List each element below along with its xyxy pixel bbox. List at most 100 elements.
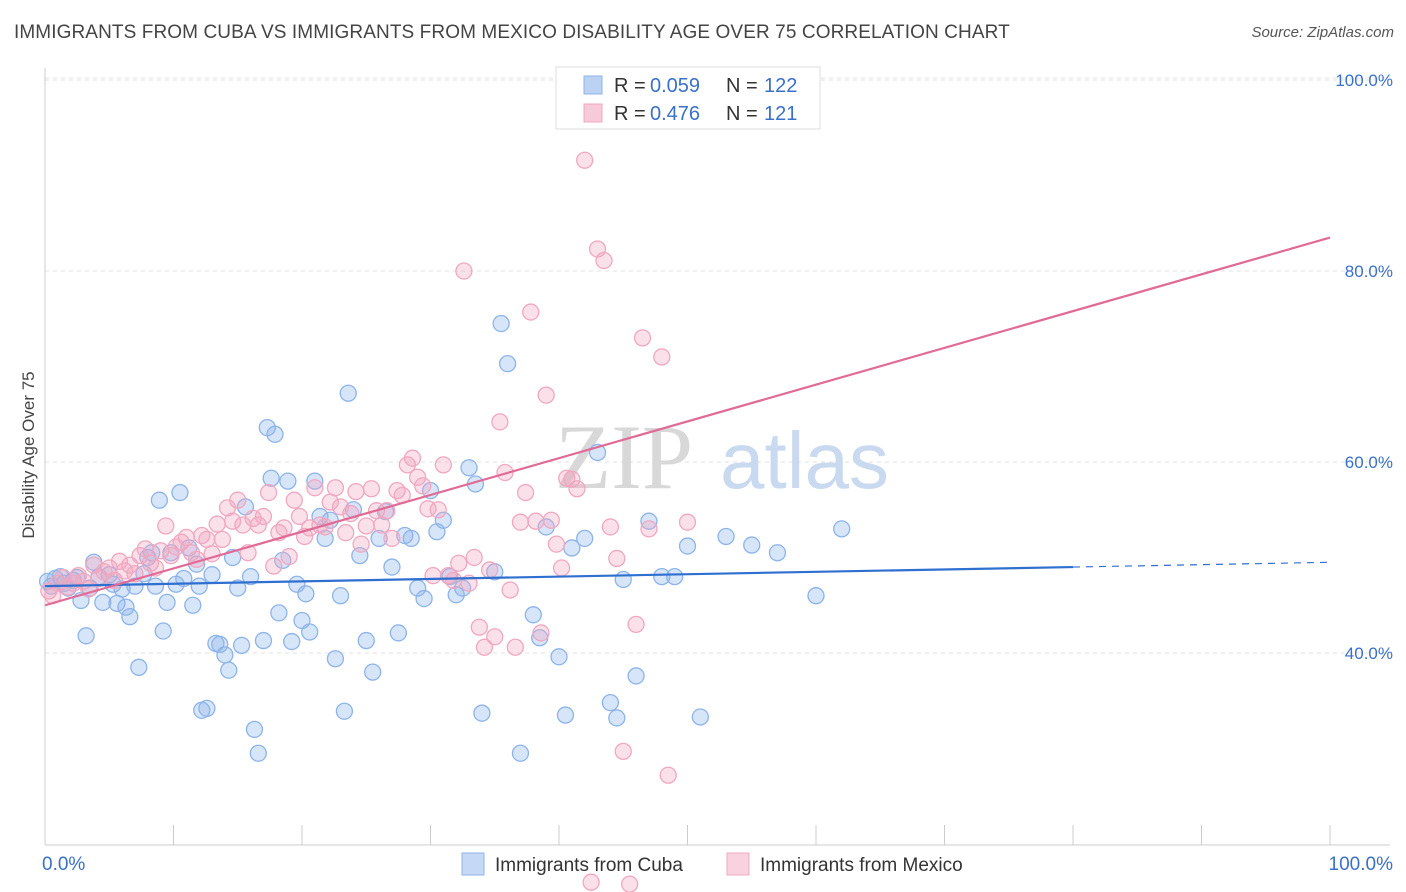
- cuba-point: [241, 567, 260, 586]
- cuba-point: [743, 536, 761, 554]
- cuba-point: [364, 663, 382, 681]
- mexico-point: [290, 507, 309, 526]
- mexico-point: [424, 566, 442, 585]
- cuba-trend-extension: [1072, 561, 1331, 568]
- watermark: ZIP atlas: [555, 406, 889, 508]
- cuba-point: [198, 699, 216, 718]
- cuba-point: [447, 586, 465, 604]
- mexico-point: [595, 251, 613, 270]
- cuba-point: [498, 354, 517, 373]
- cuba-point: [434, 511, 453, 529]
- cuba-point: [262, 469, 280, 487]
- mexico-point: [337, 524, 355, 542]
- mexico-point: [614, 742, 632, 761]
- mexico-point: [352, 535, 370, 553]
- cuba-point: [691, 708, 709, 726]
- axes: [44, 68, 1390, 846]
- legend-n-label: N =: [726, 75, 758, 97]
- cuba-point: [232, 636, 251, 655]
- mexico-point: [621, 875, 639, 892]
- cuba-point: [556, 706, 575, 724]
- mexico-point: [259, 483, 278, 502]
- cuba-point: [254, 631, 273, 650]
- legend-r-label: R =: [614, 75, 646, 97]
- mexico-point: [229, 491, 247, 509]
- mexico-point: [678, 513, 697, 531]
- mexico-point: [480, 561, 499, 579]
- mexico-point: [357, 517, 375, 535]
- mexico-point: [552, 559, 571, 577]
- cuba-point: [383, 558, 401, 576]
- mexico-point: [444, 571, 463, 590]
- cuba-point: [171, 483, 189, 502]
- cuba-point: [653, 567, 671, 586]
- mexico-point: [136, 540, 154, 558]
- cuba-point: [220, 661, 238, 679]
- mexico-point: [563, 470, 581, 488]
- mexico-point: [516, 483, 535, 502]
- mexico-point: [491, 413, 509, 431]
- cuba-point: [266, 425, 284, 443]
- cuba-point: [608, 709, 626, 727]
- mexico-point: [506, 638, 524, 656]
- cuba-point: [601, 694, 620, 712]
- cuba-point: [150, 491, 169, 509]
- mexico-point: [280, 547, 298, 566]
- mexico-point: [162, 546, 180, 565]
- mexico-point: [326, 479, 345, 497]
- cuba-point: [245, 720, 264, 739]
- chart-source: Source: ZipAtlas.com: [1251, 24, 1394, 41]
- mexico-point: [265, 557, 283, 575]
- mexico-point: [659, 766, 677, 784]
- y-tick-labels: 40.0% 60.0% 80.0% 100.0%: [1335, 71, 1393, 663]
- x-tick-labels: 0.0% 100.0%: [42, 854, 1393, 875]
- cuba-point: [216, 646, 234, 664]
- mexico-point: [608, 549, 626, 568]
- cuba-point: [492, 314, 510, 333]
- mexico-point: [537, 386, 555, 404]
- cuba-point: [339, 384, 357, 402]
- mexico-point: [434, 456, 453, 474]
- mexico-point: [362, 480, 381, 498]
- mexico-point: [141, 554, 160, 572]
- mexico-point: [285, 491, 303, 509]
- cuba-point: [717, 527, 735, 546]
- y-tick-label: 100.0%: [1335, 71, 1393, 90]
- mexico-point: [475, 638, 494, 656]
- mexico-point: [383, 529, 401, 548]
- cuba-point: [249, 744, 267, 762]
- mexico-point: [527, 512, 545, 530]
- mexico-point: [275, 519, 293, 537]
- mexico-point: [542, 511, 560, 529]
- mexico-point: [653, 348, 671, 366]
- mexico-point: [429, 501, 447, 519]
- cuba-point: [283, 632, 301, 651]
- y-tick-label: 80.0%: [1345, 262, 1393, 281]
- mexico-point: [172, 533, 190, 551]
- bottom-legend-label: Immigrants from Mexico: [760, 855, 963, 876]
- legend-r-label: R =: [614, 103, 646, 125]
- cuba-point: [297, 585, 315, 603]
- cuba-point: [306, 472, 324, 490]
- legend-swatch: [583, 75, 603, 95]
- mexico-point: [558, 469, 576, 487]
- mexico-point: [157, 517, 175, 535]
- mexico-point: [254, 507, 273, 526]
- mexico-point: [249, 516, 267, 534]
- mexico-point: [450, 554, 468, 572]
- mexico-point: [601, 518, 620, 536]
- legend-n-value: 122: [764, 75, 797, 97]
- mexico-point: [522, 303, 540, 321]
- x-tick-label: 0.0%: [42, 854, 85, 875]
- cuba-point: [627, 667, 645, 685]
- cuba-point: [154, 622, 172, 640]
- bottom-legend-swatch: [726, 852, 750, 876]
- mexico-point: [568, 480, 586, 498]
- cuba-point: [460, 459, 478, 477]
- mexico-point: [223, 512, 242, 530]
- legend-swatch: [583, 103, 603, 123]
- cuba-point: [678, 537, 697, 555]
- cuba-point: [229, 579, 247, 597]
- cuba-point: [121, 608, 139, 626]
